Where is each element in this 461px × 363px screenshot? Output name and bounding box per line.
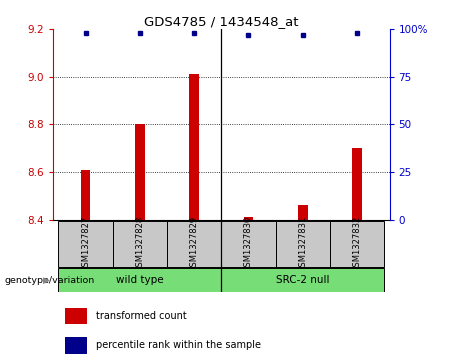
Bar [81,170,90,220]
Bar [298,205,307,220]
Text: GSM1327828: GSM1327828 [136,216,144,272]
Text: GSM1327830: GSM1327830 [244,216,253,272]
Bar [243,217,253,220]
Bar [221,268,384,292]
Text: GSM1327827: GSM1327827 [81,216,90,272]
Bar [167,221,221,267]
Text: percentile rank within the sample: percentile rank within the sample [95,340,260,350]
Bar [113,221,167,267]
Text: ▶: ▶ [43,276,50,285]
Title: GDS4785 / 1434548_at: GDS4785 / 1434548_at [144,15,299,28]
Bar [276,221,330,267]
Bar [59,268,221,292]
Bar [330,221,384,267]
Text: transformed count: transformed count [95,311,186,321]
Text: GSM1327829: GSM1327829 [189,216,199,272]
Text: wild type: wild type [116,275,164,285]
Text: GSM1327832: GSM1327832 [353,216,361,272]
Text: SRC-2 null: SRC-2 null [276,275,330,285]
Text: genotype/variation: genotype/variation [5,276,95,285]
Bar [221,221,276,267]
Text: GSM1327831: GSM1327831 [298,216,307,272]
Bar [135,124,145,220]
Bar [59,221,113,267]
Bar [65,308,88,325]
Bar [65,337,88,354]
Bar [189,74,199,220]
Bar [352,148,362,220]
